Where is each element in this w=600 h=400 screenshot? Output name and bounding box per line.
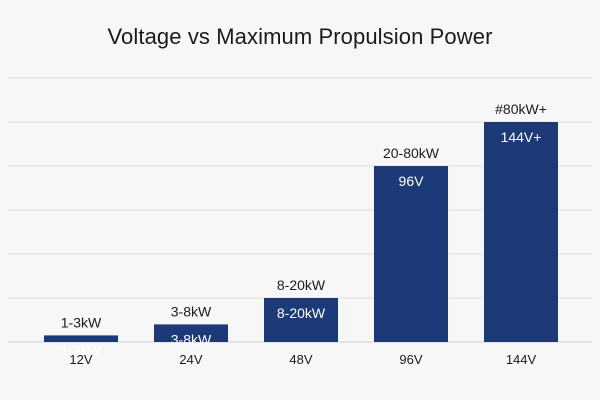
data-label-above: 3-8kW xyxy=(171,303,212,319)
data-label-inside: 3-8kW xyxy=(171,331,212,347)
bar-48v xyxy=(264,298,338,342)
bar-144v xyxy=(484,122,558,342)
data-label-above: 20-80kW xyxy=(383,145,440,161)
data-label-inside: 8-20kW xyxy=(277,305,326,321)
bar-12v xyxy=(44,335,118,342)
data-label-above: 1-3kW xyxy=(61,314,102,330)
x-tick-label: 144V xyxy=(506,352,537,367)
x-tick-label: 12V xyxy=(69,352,92,367)
x-tick-label: 96V xyxy=(399,352,422,367)
x-tick-label: 48V xyxy=(289,352,312,367)
x-tick-label: 24V xyxy=(179,352,202,367)
chart-title: Voltage vs Maximum Propulsion Power xyxy=(107,24,493,49)
data-label-inside: 96V xyxy=(399,173,425,189)
data-label-inside: 1-3kW xyxy=(61,342,102,358)
bar-24v xyxy=(154,324,228,342)
data-label-above: 8-20kW xyxy=(277,277,326,293)
data-label-inside: 144V+ xyxy=(501,129,542,145)
bar-96v xyxy=(374,166,448,342)
data-label-above: #80kW+ xyxy=(495,101,547,117)
